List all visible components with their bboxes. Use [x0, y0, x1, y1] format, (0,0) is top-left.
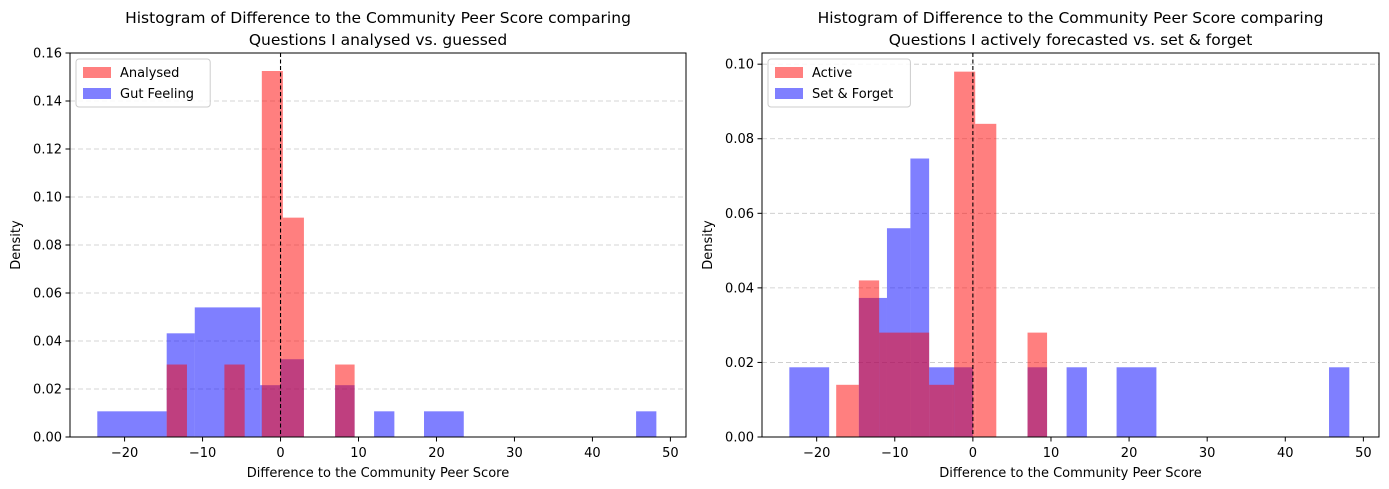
- x-tick-label: −10: [189, 446, 216, 461]
- bar: [789, 367, 830, 437]
- bar: [97, 411, 167, 437]
- y-axis-label: Density: [701, 220, 716, 270]
- chart-title-line-2: Questions I analysed vs. guessed: [249, 31, 507, 49]
- chart-title-line-1: Histogram of Difference to the Community…: [818, 9, 1324, 27]
- chart-title-line-2: Questions I actively forecasted vs. set …: [889, 31, 1253, 49]
- y-tick-label: 0.10: [725, 58, 754, 73]
- bar: [975, 123, 997, 437]
- series-analysed: [166, 71, 355, 437]
- bar: [261, 71, 283, 437]
- legend-label: Active: [812, 66, 852, 81]
- bar: [282, 217, 304, 437]
- y-tick-label: 0.08: [725, 132, 754, 147]
- legend-label: Set & Forget: [812, 87, 893, 102]
- x-tick-label: 40: [584, 446, 601, 461]
- bar: [879, 332, 930, 437]
- bar: [858, 280, 880, 437]
- y-tick-label: 0.10: [33, 191, 62, 206]
- y-tick-label: 0.08: [33, 239, 62, 254]
- bar: [166, 364, 187, 437]
- x-tick-label: 10: [1043, 446, 1060, 461]
- x-tick-label: 10: [350, 446, 367, 461]
- x-axis-label: Difference to the Community Peer Score: [939, 466, 1201, 481]
- legend: Active Set & Forget: [767, 58, 911, 108]
- x-tick-label: 50: [662, 446, 679, 461]
- x-tick-label: 20: [428, 446, 445, 461]
- y-tick-label: 0.06: [725, 207, 754, 222]
- x-tick-label: −10: [881, 446, 908, 461]
- bar: [1116, 367, 1157, 437]
- bar: [335, 364, 355, 437]
- legend-label: Analysed: [120, 66, 179, 81]
- bar: [374, 411, 395, 437]
- y-axis-label: Density: [9, 220, 24, 270]
- y-tick-label: 0.14: [33, 95, 62, 110]
- y-tick-label: 0.02: [33, 383, 62, 398]
- y-tick-label: 0.00: [725, 431, 754, 446]
- x-tick-label: −20: [803, 446, 830, 461]
- x-axis-label: Difference to the Community Peer Score: [247, 466, 509, 481]
- bar: [224, 364, 245, 437]
- x-tick-label: 30: [506, 446, 523, 461]
- y-tick-label: 0.16: [33, 47, 62, 62]
- legend-swatch: [83, 88, 111, 99]
- series-active: [836, 71, 1048, 437]
- bar: [1027, 332, 1048, 437]
- bar: [424, 411, 464, 437]
- legend-label: Gut Feeling: [120, 87, 194, 102]
- x-tick-label: 30: [1199, 446, 1216, 461]
- x-tick-label: −20: [111, 446, 138, 461]
- bar: [836, 384, 859, 437]
- bar: [1066, 367, 1087, 437]
- bar: [954, 71, 976, 437]
- y-tick-label: 0.04: [33, 335, 62, 350]
- legend: Analysed Gut Feeling: [75, 58, 211, 108]
- x-tick-label: 50: [1355, 446, 1372, 461]
- y-tick-label: 0.12: [33, 143, 62, 158]
- bar: [636, 411, 657, 437]
- bar: [1329, 367, 1350, 437]
- y-tick-label: 0.04: [725, 281, 754, 296]
- legend-swatch: [775, 67, 803, 78]
- x-tick-label: 0: [969, 446, 977, 461]
- axes-frame: [761, 52, 1380, 438]
- x-tick-label: 0: [276, 446, 284, 461]
- legend-box: [767, 58, 911, 108]
- x-tick-label: 20: [1121, 446, 1138, 461]
- x-tick-label: 40: [1277, 446, 1294, 461]
- bar: [929, 384, 955, 437]
- y-tick-label: 0.00: [33, 431, 62, 446]
- chart-panel-2: −20 −10 0 10 20 30 40 50 0.00 0.02 0.04 0.06 0.08 0.1…: [701, 9, 1380, 481]
- legend-swatch: [775, 88, 803, 99]
- legend-swatch: [83, 67, 111, 78]
- chart-title-line-1: Histogram of Difference to the Community…: [125, 9, 631, 27]
- y-tick-label: 0.06: [33, 287, 62, 302]
- chart-panel-1: −20 −10 0 10 20 30 40 50 0.00 0.02 0.04 0.06 0.08 0.1…: [9, 9, 687, 481]
- y-tick-label: 0.02: [725, 356, 754, 371]
